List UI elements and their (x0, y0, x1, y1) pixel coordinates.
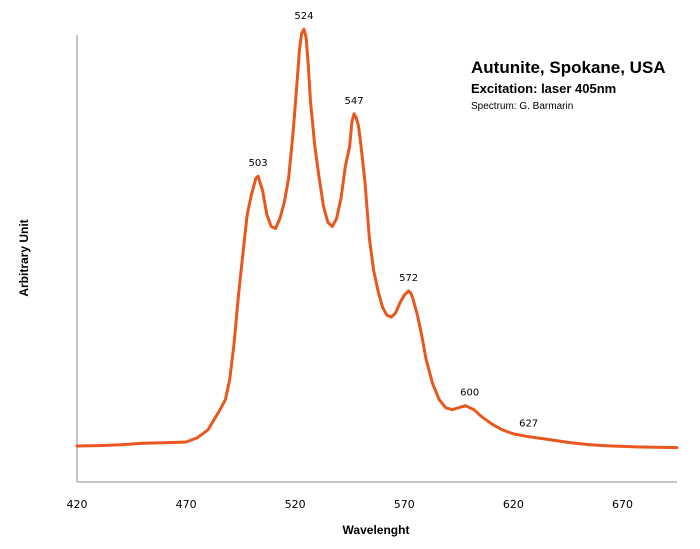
chart-credit: Spectrum: G. Barmarin (471, 101, 573, 112)
peak-label: 503 (249, 158, 268, 169)
x-tick-label: 420 (67, 498, 88, 511)
peak-label: 572 (399, 273, 418, 284)
x-tick-labels: 420 470 520 570 620 670 (67, 498, 633, 511)
peak-labels: 503 524 547 572 600 627 (249, 11, 539, 430)
x-tick-label: 470 (176, 498, 197, 511)
x-tick-label: 620 (503, 498, 524, 511)
x-tick-label: 520 (285, 498, 306, 511)
x-tick-label: 670 (612, 498, 633, 511)
chart-title: Autunite, Spokane, USA (471, 58, 666, 77)
peak-label: 524 (294, 11, 313, 22)
spectrum-line (75, 27, 679, 450)
x-tick-label: 570 (394, 498, 415, 511)
peak-label: 547 (345, 96, 364, 107)
x-axis-title: Wavelenght (343, 523, 410, 537)
peak-label: 627 (519, 419, 538, 430)
chart-subtitle: Excitation: laser 405nm (471, 81, 616, 96)
y-axis-title: Arbitrary Unit (17, 219, 31, 296)
peak-label: 600 (460, 388, 479, 399)
